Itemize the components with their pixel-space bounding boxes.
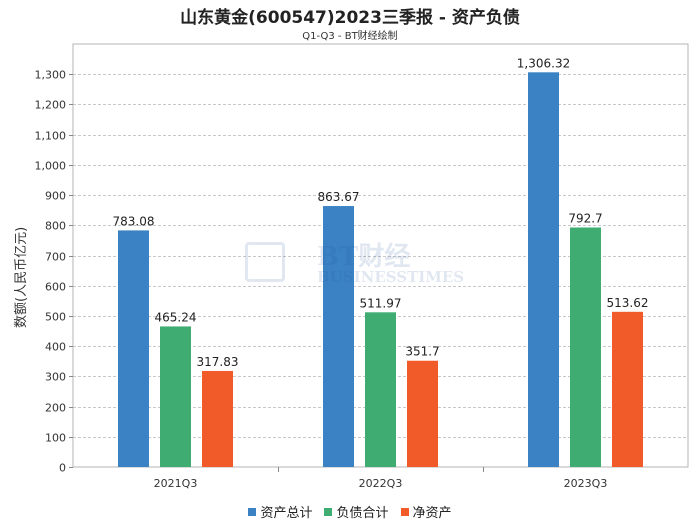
legend-swatch	[324, 508, 333, 516]
legend-label: 负债合计	[336, 506, 389, 521]
bar	[202, 370, 233, 467]
y-tick-label: 400	[45, 341, 66, 354]
y-tick-label: 300	[45, 371, 66, 384]
x-tick-label: 2022Q3	[359, 477, 403, 490]
legend-label: 净资产	[412, 506, 452, 521]
y-tick-label: 1,100	[35, 130, 67, 143]
data-label: 1,306.32	[517, 56, 570, 70]
bars	[118, 72, 643, 467]
legend-label: 资产总计	[260, 506, 313, 521]
legend-item[interactable]: 净资产	[400, 502, 452, 521]
data-label: 513.62	[607, 296, 649, 310]
y-tick-label: 500	[45, 311, 66, 324]
y-tick-label: 200	[45, 402, 66, 415]
legend: 资产总计 负债合计 净资产	[0, 502, 700, 521]
data-label: 863.67	[318, 190, 360, 204]
legend-swatch	[400, 508, 409, 516]
bar	[612, 311, 643, 467]
bar	[570, 227, 601, 467]
chart-title: 山东黄金(600547)2023三季报 - 资产负债	[180, 8, 520, 28]
data-label: 511.97	[360, 296, 402, 310]
bar	[407, 360, 438, 467]
data-labels: 783.08 465.24 317.83 863.67 511.97 351.7 1,306…	[113, 56, 649, 369]
bar	[160, 326, 191, 467]
y-tick-label: 700	[45, 251, 66, 264]
chart-subtitle: Q1-Q3 - BT财经绘制	[302, 31, 398, 42]
y-tick-label: 1,300	[35, 69, 67, 82]
y-tick-label: 1,200	[35, 99, 67, 112]
data-label: 351.7	[405, 345, 439, 359]
y-tick-label: 800	[45, 220, 66, 233]
legend-swatch	[248, 508, 257, 516]
legend-item[interactable]: 负债合计	[324, 502, 389, 521]
bar	[528, 72, 559, 467]
x-tick-label: 2021Q3	[154, 477, 198, 490]
bar	[365, 312, 396, 467]
x-tick-label: 2023Q3	[564, 477, 608, 490]
legend-item[interactable]: 资产总计	[248, 502, 312, 521]
y-tick-label: 0	[59, 462, 66, 475]
y-tick-label: 100	[45, 432, 66, 445]
y-tick-label: 900	[45, 190, 66, 203]
axes: 0 100 200 300 400 500 600 700 800 900 1,000 1,100 1,…	[35, 43, 689, 490]
data-label: 783.08	[113, 214, 155, 228]
data-label: 792.7	[568, 211, 602, 225]
y-tick-label: 600	[45, 281, 66, 294]
data-label: 465.24	[155, 310, 197, 324]
data-label: 317.83	[197, 355, 239, 369]
bar	[118, 230, 149, 467]
bar	[323, 206, 354, 467]
bar-chart-plot: 0 100 200 300 400 500 600 700 800 900 1,000 1,100 1,…	[35, 43, 689, 490]
y-tick-label: 1,000	[35, 160, 67, 173]
